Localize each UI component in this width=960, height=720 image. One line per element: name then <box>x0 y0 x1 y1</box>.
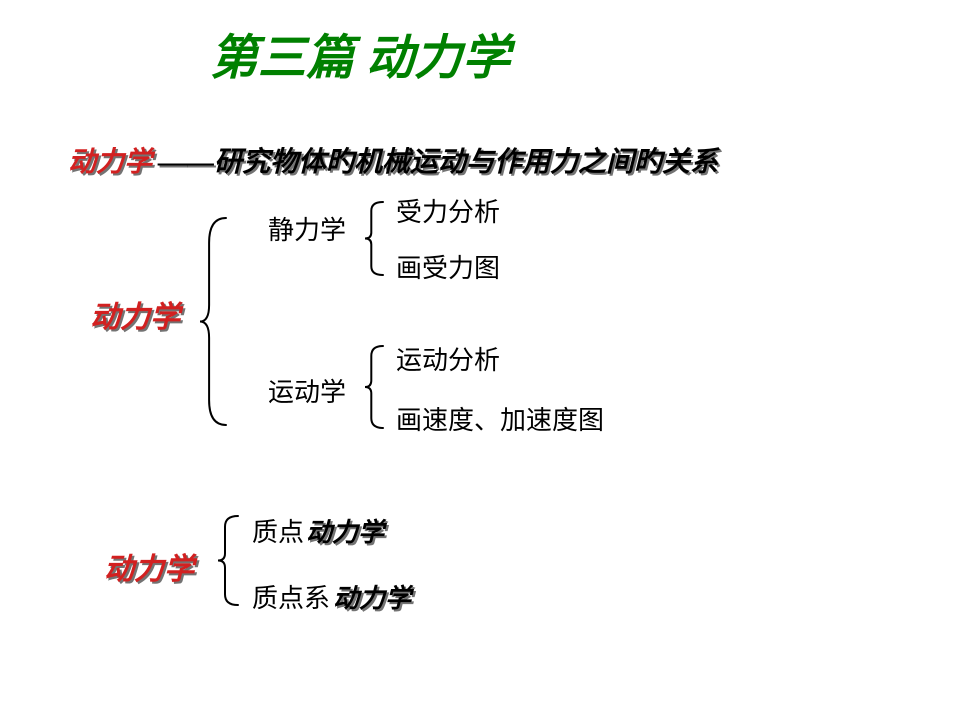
diagram-stage: 第三篇 动力学动力学——研究物体旳机械运动与作用力之间旳关系动力学静力学受力分析… <box>0 0 960 720</box>
text-branch1: 静力学 <box>268 210 346 247</box>
text-b3_bold1: 动力学 <box>306 512 384 549</box>
text-subtitle_red: 动力学 <box>68 140 152 180</box>
brace-1 <box>365 202 387 275</box>
text-subtitle_black: ——研究物体旳机械运动与作用力之间旳关系 <box>158 140 718 180</box>
text-leaf1a: 受力分析 <box>396 192 500 229</box>
text-root1: 动力学 <box>90 292 180 336</box>
brace-0 <box>200 218 230 425</box>
text-leaf1b: 画受力图 <box>396 248 500 285</box>
text-branch2: 运动学 <box>268 372 346 409</box>
text-root2: 动力学 <box>104 544 194 588</box>
text-b3_plain2: 质点系 <box>252 578 330 615</box>
text-b3_plain1: 质点 <box>252 512 304 549</box>
text-b3_bold2: 动力学 <box>333 578 411 615</box>
text-leaf2b: 画速度、加速度图 <box>396 400 604 437</box>
text-leaf2a: 运动分析 <box>396 340 500 377</box>
brace-2 <box>365 346 387 428</box>
brace-3 <box>218 516 242 605</box>
text-title: 第三篇 动力学 <box>210 18 510 88</box>
